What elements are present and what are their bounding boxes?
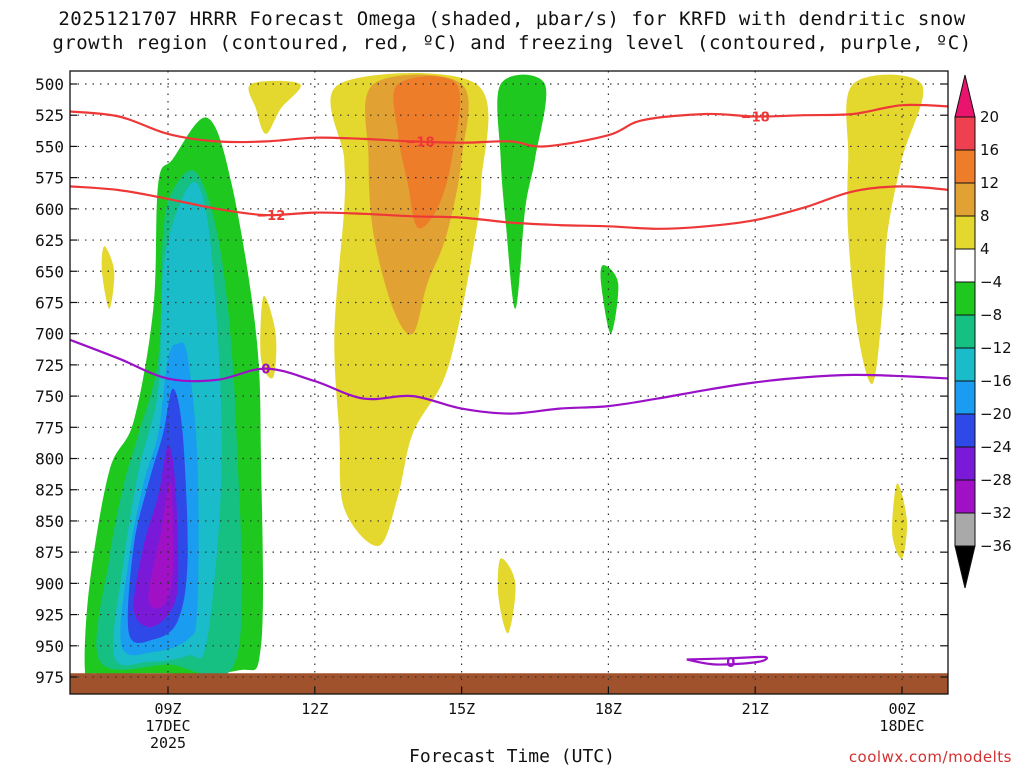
contour-label: −18 — [741, 110, 770, 125]
x-tick-label: 12Z — [301, 700, 328, 718]
x-tick-label: 09Z — [154, 700, 181, 718]
x-tick-label: 21Z — [742, 700, 769, 718]
x-tick-label: 15Z — [448, 700, 475, 718]
omega-region-1 — [497, 74, 547, 309]
y-tick-label: 925 — [35, 606, 64, 625]
omega-shading — [70, 73, 948, 694]
colorbar-bin — [954, 347, 976, 382]
omega-region-9 — [248, 80, 301, 134]
omega-region-17 — [393, 76, 461, 229]
contour-label: 0 — [726, 656, 735, 671]
y-tick-label: 650 — [35, 262, 64, 281]
y-tick-label: 975 — [35, 668, 64, 687]
y-tick-label: 750 — [35, 387, 64, 406]
chart-title-line-2: growth region (contoured, red, ºC) and f… — [52, 32, 972, 54]
colorbar-bin — [954, 248, 976, 283]
x-tick-label: 00Z — [888, 700, 915, 718]
y-tick-label: 575 — [35, 169, 64, 188]
y-tick-label: 550 — [35, 137, 64, 156]
y-tick-label: 775 — [35, 418, 64, 437]
contour-label: 0 — [261, 363, 270, 378]
y-tick-label: 800 — [35, 450, 64, 469]
surface-terrain — [70, 673, 948, 694]
y-tick-label: 500 — [35, 75, 64, 94]
colorbar-label: −32 — [980, 504, 1012, 522]
credit-link[interactable]: coolwx.com/modelts — [848, 748, 1012, 766]
colorbar-label: −8 — [980, 306, 1002, 324]
omega-region-8 — [148, 482, 174, 609]
y-tick-label: 700 — [35, 325, 64, 344]
plot-border — [69, 70, 949, 695]
colorbar-label: 12 — [980, 174, 999, 192]
colorbar-bin — [954, 182, 976, 217]
colorbar-label: −12 — [980, 339, 1012, 357]
y-tick-label: 625 — [35, 231, 64, 250]
omega-region-13 — [497, 558, 516, 634]
plot-frame — [69, 70, 949, 695]
contour-lines: −18 −18 −12 0 0 — [70, 103, 948, 671]
contour-label: −18 — [406, 136, 435, 151]
colorbar-label: 8 — [980, 207, 990, 225]
y-tick-label: 600 — [35, 200, 64, 219]
y-axis: 500 525 550 575 600 625 650 675 700 725 750 775 800 8… — [35, 75, 948, 687]
x-tick-year: 2025 — [150, 734, 186, 752]
y-tick-label: 950 — [35, 637, 64, 656]
x-tick-date: 17DEC — [145, 717, 190, 735]
x-tick-label: 18Z — [595, 700, 622, 718]
chart-title-line-1: 2025121707 HRRR Forecast Omega (shaded, … — [58, 8, 966, 30]
colorbar-label: −24 — [980, 438, 1012, 456]
colorbar-bin — [954, 479, 976, 514]
omega-region-2 — [600, 265, 619, 334]
omega-region-11 — [260, 295, 277, 379]
colorbar-bin — [954, 446, 976, 481]
colorbar-bin — [954, 116, 976, 151]
y-tick-label: 900 — [35, 574, 64, 593]
omega-region-15 — [892, 483, 908, 559]
omega-region-14 — [846, 74, 924, 385]
contour-line-3 — [686, 655, 768, 666]
contour-line-2 — [70, 338, 948, 415]
colorbar-bin — [954, 281, 976, 316]
y-tick-label: 675 — [35, 293, 64, 312]
colorbar-bin — [954, 215, 976, 250]
colorbar: 20 16 12 8 4 −4 −8 −12 −16 −20 −24 −28 −32 −36 — [954, 74, 1012, 589]
y-tick-label: 725 — [35, 356, 64, 375]
colorbar-bin — [954, 512, 976, 547]
y-tick-label: 525 — [35, 106, 64, 125]
colorbar-bin — [954, 380, 976, 415]
colorbar-label: −4 — [980, 273, 1002, 291]
x-axis-title: Forecast Time (UTC) — [409, 746, 615, 767]
colorbar-top-arrow — [954, 74, 976, 118]
colorbar-bin — [954, 149, 976, 184]
x-tick-date: 18DEC — [879, 717, 924, 735]
colorbar-label: −20 — [980, 405, 1012, 423]
contour-line-1 — [70, 185, 948, 230]
colorbar-label: 20 — [980, 108, 999, 126]
colorbar-label: −16 — [980, 372, 1012, 390]
colorbar-bin — [954, 314, 976, 349]
y-tick-label: 825 — [35, 481, 64, 500]
contour-line-0 — [70, 103, 948, 148]
colorbar-label: 4 — [980, 240, 990, 258]
y-tick-label: 875 — [35, 543, 64, 562]
omega-region-10 — [101, 246, 115, 309]
colorbar-label: −28 — [980, 471, 1012, 489]
y-tick-label: 850 — [35, 512, 64, 531]
colorbar-bottom-arrow — [954, 545, 976, 589]
contour-label: −12 — [256, 209, 285, 224]
colorbar-bin — [954, 413, 976, 448]
colorbar-label: 16 — [980, 141, 999, 159]
colorbar-label: −36 — [980, 537, 1012, 555]
